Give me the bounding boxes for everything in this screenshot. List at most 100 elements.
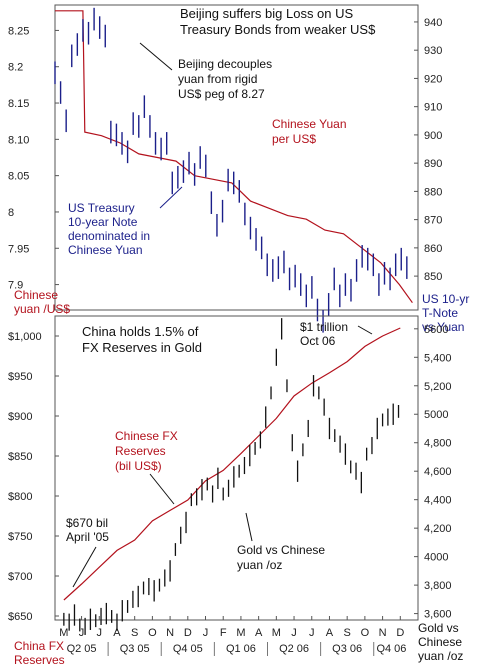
panel-top-left-tick: 8 <box>8 207 14 219</box>
panel-top-left-axis-label-2: yuan /US$ <box>14 302 70 316</box>
panel-bottom-right-tick: 4,200 <box>424 523 452 535</box>
panel-top-right-tick: 860 <box>424 243 442 255</box>
month-tick: J <box>203 627 209 639</box>
panel-bottom-right-axis: 5600 5,400 5,200 5000 4,800 4,600 4,400 4,200 40… <box>414 324 452 621</box>
trillion-pointer <box>357 325 373 335</box>
panel-bottom-right-tick: 5600 <box>424 324 448 336</box>
panel-bottom-left-tick: $950 <box>8 371 32 383</box>
panel-bottom-left-tick: $700 <box>8 571 32 583</box>
quarter-tick: Q4 05 <box>173 643 203 655</box>
panel-top-left-tick: 8.25 <box>8 25 29 37</box>
month-tick: F <box>220 627 227 639</box>
panel-bottom-title-line2: FX Reserves in Gold <box>82 340 202 355</box>
panel-top-left-tick: 7.9 <box>8 280 23 292</box>
start-reserves-pointer <box>72 546 97 588</box>
panel-bottom-left-axis: $1,000 $950 $900 $850 $800 $750 $700 $650 <box>8 331 59 623</box>
panel-top-left-axis: 8.25 8.2 8.15 8.10 8.05 8 7.95 7.9 <box>8 25 59 292</box>
reserves-series-label-3: (bil US$) <box>115 459 162 473</box>
month-tick: M <box>59 627 68 639</box>
treasury-series-label-3: denominated in <box>68 229 150 243</box>
panel-top-right-axis-label-2: T-Note <box>422 306 458 320</box>
panel-bottom-reserves-gold: $1,000 $950 $900 $850 $800 $750 $700 $650 5600 5… <box>8 315 463 667</box>
panel-top-left-axis-label-1: Chinese <box>14 288 58 302</box>
month-tick: O <box>361 627 370 639</box>
panel-bottom-title-line1: China holds 1.5% of <box>82 324 199 339</box>
gold-series-label-1: Gold vs Chinese <box>237 543 325 557</box>
panel-bottom-right-tick: 3,800 <box>424 580 452 592</box>
panel-bottom-series <box>63 318 401 635</box>
panel-bottom-right-tick: 5000 <box>424 409 448 421</box>
month-tick: A <box>255 627 263 639</box>
panel-bottom-right-tick: 4,600 <box>424 466 452 478</box>
panel-bottom-right-tick: 3,600 <box>424 609 452 621</box>
quarter-tick: Q2 06 <box>279 643 309 655</box>
month-tick: D <box>396 627 404 639</box>
month-tick: S <box>131 627 138 639</box>
panel-bottom-right-axis-label-3: yuan /oz <box>418 649 463 663</box>
trillion-annotation-2: Oct 06 <box>300 334 336 348</box>
panel-bottom-right-tick: 4,400 <box>424 495 452 507</box>
panel-top-series <box>54 7 413 333</box>
panel-bottom-x-axis: M J J A S O N D J F M A M J J A S O N DQ2 05 Q3 05 Q4 05 Q1 06… <box>59 616 406 656</box>
panel-bottom-left-axis-label-1: China FX <box>14 639 64 653</box>
panel-top-right-axis-label-1: US 10-yr <box>422 292 469 306</box>
panel-top-title-line2: Treasury Bonds from weaker US$ <box>180 22 376 37</box>
month-tick: A <box>326 627 334 639</box>
panel-bottom-right-tick: 4000 <box>424 552 448 564</box>
panel-bottom-left-tick: $850 <box>8 451 32 463</box>
panel-top-frame <box>54 4 419 311</box>
quarter-tick: Q4 06 <box>376 643 406 655</box>
panel-top-left-tick: 7.95 <box>8 243 29 255</box>
reserves-series-label-1: Chinese FX <box>115 429 178 443</box>
month-tick: N <box>166 627 174 639</box>
panel-top-right-tick: 910 <box>424 102 442 114</box>
panel-top-left-tick: 8.2 <box>8 62 23 74</box>
decouple-annotation-1: Beijing decouples <box>178 57 272 71</box>
panel-top-right-tick: 930 <box>424 45 442 57</box>
panel-bottom-left-axis-label-2: Reserves <box>14 653 65 667</box>
month-tick: A <box>113 627 121 639</box>
yuan-series-label-1: Chinese Yuan <box>272 117 347 131</box>
month-tick: M <box>272 627 281 639</box>
month-tick: J <box>291 627 297 639</box>
month-tick: M <box>236 627 245 639</box>
decouple-annotation-3: US$ peg of 8.27 <box>178 87 265 101</box>
month-tick: J <box>79 627 85 639</box>
panel-bottom-frame <box>54 315 419 621</box>
month-tick: J <box>97 627 103 639</box>
panel-bottom-left-tick: $800 <box>8 491 32 503</box>
reserves-pointer <box>149 473 175 505</box>
decouple-pointer <box>139 42 173 71</box>
panel-bottom-left-tick: $900 <box>8 411 32 423</box>
panel-top-left-tick: 8.05 <box>8 171 29 183</box>
panel-top-right-tick: 940 <box>424 17 442 29</box>
panel-bottom-right-axis-label-1: Gold vs <box>418 621 459 635</box>
quarter-tick: Q1 06 <box>226 643 256 655</box>
gold-series-label-2: yuan /oz <box>237 558 282 572</box>
decouple-annotation-2: yuan from rigid <box>178 72 257 86</box>
panel-bottom-right-tick: 5,200 <box>424 381 452 393</box>
panel-top-left-tick: 8.15 <box>8 98 29 110</box>
month-tick: N <box>379 627 387 639</box>
start-reserves-annotation-2: April '05 <box>66 530 109 544</box>
month-tick: S <box>343 627 350 639</box>
yuan-per-usd-line <box>55 10 413 304</box>
panel-top-right-tick: 900 <box>424 130 442 142</box>
month-tick: O <box>148 627 157 639</box>
panel-bottom-left-tick: $650 <box>8 611 32 623</box>
quarter-tick: Q2 05 <box>67 643 97 655</box>
panel-top-right-tick: 870 <box>424 215 442 227</box>
panel-bottom-right-axis-label-2: Chinese <box>418 635 462 649</box>
reserves-series-label-2: Reserves <box>115 444 166 458</box>
treasury-series-label-4: Chinese Yuan <box>68 243 143 257</box>
panel-top-right-axis-label-3: vs Yuan <box>422 320 464 334</box>
treasury-pointer <box>159 186 183 209</box>
treasury-series-label-1: US Treasury <box>68 201 135 215</box>
panel-bottom-left-tick: $750 <box>8 531 32 543</box>
start-reserves-annotation-1: $670 bil <box>66 516 108 530</box>
panel-bottom-left-tick: $1,000 <box>8 331 42 343</box>
panel-top-title-line1: Beijing suffers big Loss on US <box>180 6 354 21</box>
month-tick: D <box>184 627 192 639</box>
panel-top-right-tick: 890 <box>424 158 442 170</box>
